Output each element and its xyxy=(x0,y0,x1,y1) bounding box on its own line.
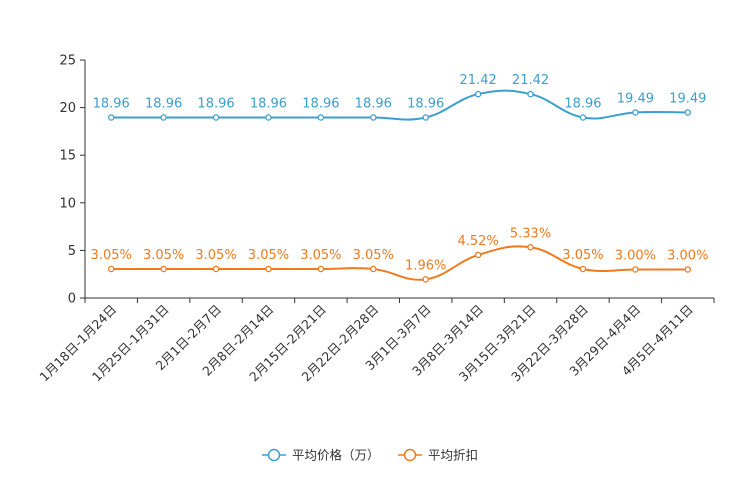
data-label: 3.00% xyxy=(667,248,708,263)
data-label: 3.05% xyxy=(562,248,603,263)
series-1 xyxy=(107,89,692,121)
data-label: 3.05% xyxy=(195,248,236,263)
data-point[interactable] xyxy=(160,265,167,273)
data-label: 5.33% xyxy=(510,226,551,241)
series-line xyxy=(111,245,688,281)
data-label: 18.96 xyxy=(302,97,339,112)
data-label: 18.96 xyxy=(564,97,601,112)
data-point[interactable] xyxy=(212,265,220,273)
data-point[interactable] xyxy=(579,114,587,121)
data-point[interactable] xyxy=(107,265,115,273)
data-point[interactable] xyxy=(579,265,587,273)
y-tick-label: 20 xyxy=(59,101,76,116)
data-point[interactable] xyxy=(160,114,167,121)
data-point[interactable] xyxy=(265,114,272,121)
data-label: 18.96 xyxy=(197,97,234,112)
data-point[interactable] xyxy=(422,276,429,283)
data-labels-layer: 18.96 18.96 18.96 18.96 18.96 18.96 18.96 21.42… xyxy=(91,73,709,273)
y-tick-label: 0 xyxy=(68,292,76,307)
data-point[interactable] xyxy=(317,114,325,121)
data-point[interactable] xyxy=(370,265,377,273)
legend-marker-icon xyxy=(267,448,281,462)
data-point[interactable] xyxy=(422,114,429,121)
data-label: 21.42 xyxy=(512,73,549,88)
legend-item-1[interactable]: 平均价格（万） xyxy=(262,448,380,463)
y-tick-label: 15 xyxy=(59,149,76,164)
data-point[interactable] xyxy=(370,114,377,121)
legend-label: 平均价格（万） xyxy=(292,448,380,463)
data-label: 18.96 xyxy=(250,97,287,112)
data-point[interactable] xyxy=(474,90,482,98)
y-tick-label: 10 xyxy=(59,196,76,211)
y-tick-label: 25 xyxy=(59,54,76,69)
legend-marker-icon xyxy=(403,448,417,462)
data-point[interactable] xyxy=(684,109,692,116)
data-label: 1.96% xyxy=(405,258,446,273)
data-point[interactable] xyxy=(632,109,639,116)
data-point[interactable] xyxy=(107,114,115,121)
data-label: 19.49 xyxy=(669,91,706,106)
data-label: 3.00% xyxy=(615,248,656,263)
series-2 xyxy=(107,244,692,283)
data-label: 3.05% xyxy=(143,248,184,263)
data-point[interactable] xyxy=(632,266,639,273)
data-label: 21.42 xyxy=(460,73,497,88)
y-tick-label: 5 xyxy=(68,244,76,259)
data-label: 18.96 xyxy=(93,97,130,112)
data-point[interactable] xyxy=(527,90,534,98)
data-label: 18.96 xyxy=(355,97,392,112)
data-label: 18.96 xyxy=(407,97,444,112)
data-point[interactable] xyxy=(317,265,325,273)
data-label: 19.49 xyxy=(617,91,654,106)
series-line xyxy=(111,89,688,121)
series-layer xyxy=(107,89,692,283)
data-point[interactable] xyxy=(684,266,692,273)
legend[interactable]: 平均价格（万） 平均折扣 xyxy=(262,448,478,463)
data-label: 3.05% xyxy=(353,248,394,263)
legend-label: 平均折扣 xyxy=(428,448,478,463)
data-point[interactable] xyxy=(527,244,534,251)
data-label: 18.96 xyxy=(145,97,182,112)
data-label: 4.52% xyxy=(457,234,498,249)
data-label: 3.05% xyxy=(248,248,289,263)
legend-item-2[interactable]: 平均折扣 xyxy=(398,448,478,463)
data-label: 3.05% xyxy=(300,248,341,263)
data-point[interactable] xyxy=(474,251,482,259)
data-point[interactable] xyxy=(212,114,220,121)
data-point[interactable] xyxy=(265,265,272,273)
data-label: 3.05% xyxy=(91,248,132,263)
